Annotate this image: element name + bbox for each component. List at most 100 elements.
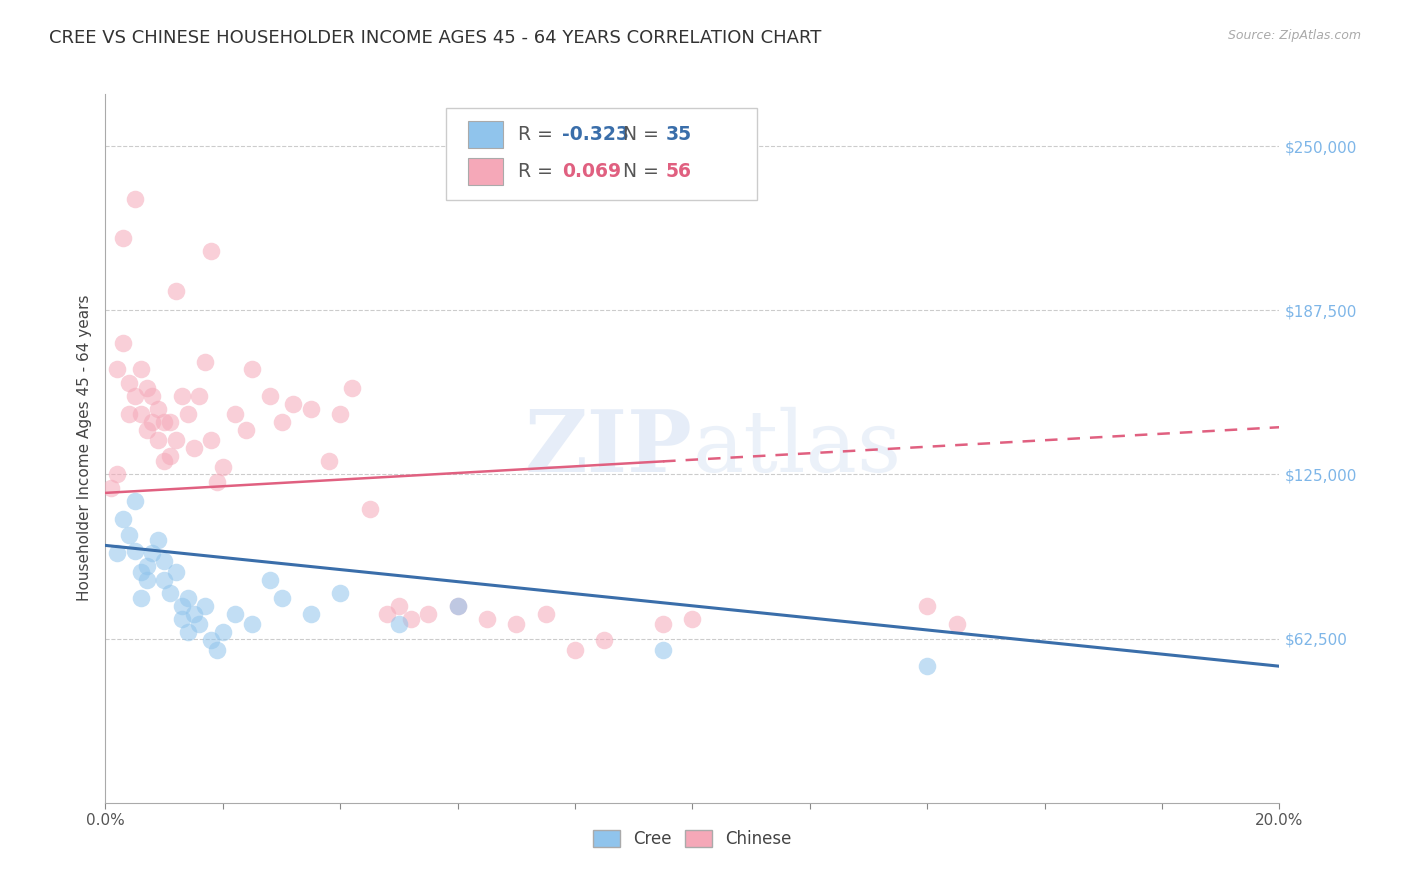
Point xyxy=(224,407,246,421)
Text: -0.323: -0.323 xyxy=(562,125,628,145)
Point xyxy=(148,401,170,416)
Point xyxy=(564,643,586,657)
Legend: Cree, Chinese: Cree, Chinese xyxy=(586,823,799,855)
Point xyxy=(105,546,128,560)
Point xyxy=(159,449,181,463)
Point xyxy=(340,381,363,395)
Point xyxy=(475,612,498,626)
Point xyxy=(240,617,263,632)
FancyBboxPatch shape xyxy=(468,121,503,148)
Text: 35: 35 xyxy=(665,125,692,145)
Point xyxy=(153,415,176,429)
Point xyxy=(259,389,281,403)
Text: R =: R = xyxy=(517,162,558,181)
Point xyxy=(318,454,340,468)
Point xyxy=(112,231,135,245)
Text: Source: ZipAtlas.com: Source: ZipAtlas.com xyxy=(1227,29,1361,42)
Point xyxy=(205,475,228,490)
Point xyxy=(141,546,163,560)
Point xyxy=(211,625,233,640)
Point xyxy=(135,381,157,395)
Text: atlas: atlas xyxy=(693,407,901,490)
Point xyxy=(188,389,211,403)
Point xyxy=(200,632,222,647)
Point xyxy=(359,501,381,516)
Point xyxy=(259,573,281,587)
Point xyxy=(200,244,222,259)
Point xyxy=(299,607,322,621)
Point xyxy=(283,396,305,410)
Point xyxy=(224,607,246,621)
Point xyxy=(270,415,292,429)
Point xyxy=(205,643,228,657)
Point xyxy=(388,599,411,613)
Text: N =: N = xyxy=(623,125,665,145)
Point xyxy=(135,559,157,574)
Point xyxy=(165,565,187,579)
Point xyxy=(917,599,939,613)
Point xyxy=(129,407,152,421)
Text: N =: N = xyxy=(623,162,665,181)
Point xyxy=(917,659,939,673)
Point xyxy=(505,617,527,632)
Point xyxy=(124,543,146,558)
Point xyxy=(194,354,217,368)
Point xyxy=(112,512,135,526)
Point xyxy=(240,362,263,376)
Point xyxy=(200,434,222,448)
Point xyxy=(153,573,176,587)
Point xyxy=(124,389,146,403)
Point xyxy=(100,481,122,495)
Point xyxy=(534,607,557,621)
Point xyxy=(418,607,440,621)
Point xyxy=(170,389,193,403)
Point xyxy=(124,493,146,508)
Point xyxy=(165,434,187,448)
Point xyxy=(170,599,193,613)
Point xyxy=(148,533,170,548)
Point xyxy=(159,585,181,599)
Text: R =: R = xyxy=(517,125,558,145)
Point xyxy=(176,407,198,421)
Text: ZIP: ZIP xyxy=(524,406,693,491)
Point xyxy=(112,336,135,351)
Point xyxy=(129,362,152,376)
Text: 56: 56 xyxy=(665,162,692,181)
Point xyxy=(299,401,322,416)
Point xyxy=(165,284,187,298)
Point xyxy=(141,415,163,429)
Point xyxy=(593,632,616,647)
Point xyxy=(270,591,292,605)
Point xyxy=(135,423,157,437)
Point xyxy=(652,643,675,657)
Point xyxy=(118,407,141,421)
Point xyxy=(183,441,205,455)
Point xyxy=(194,599,217,613)
Point xyxy=(148,434,170,448)
Point xyxy=(124,192,146,206)
Point xyxy=(118,528,141,542)
Point xyxy=(141,389,163,403)
Point xyxy=(447,599,470,613)
Point xyxy=(176,625,198,640)
Point xyxy=(235,423,257,437)
Point xyxy=(388,617,411,632)
Point xyxy=(945,617,967,632)
Y-axis label: Householder Income Ages 45 - 64 years: Householder Income Ages 45 - 64 years xyxy=(77,295,93,601)
Point xyxy=(153,454,176,468)
Point xyxy=(135,573,157,587)
Point xyxy=(375,607,398,621)
Point xyxy=(399,612,422,626)
Point xyxy=(329,585,352,599)
Point xyxy=(447,599,470,613)
Point xyxy=(329,407,352,421)
Point xyxy=(153,554,176,568)
Point xyxy=(105,467,128,482)
Point xyxy=(682,612,704,626)
Text: CREE VS CHINESE HOUSEHOLDER INCOME AGES 45 - 64 YEARS CORRELATION CHART: CREE VS CHINESE HOUSEHOLDER INCOME AGES … xyxy=(49,29,821,46)
Point xyxy=(129,565,152,579)
Point xyxy=(105,362,128,376)
Point xyxy=(118,376,141,390)
Point xyxy=(159,415,181,429)
Point xyxy=(170,612,193,626)
